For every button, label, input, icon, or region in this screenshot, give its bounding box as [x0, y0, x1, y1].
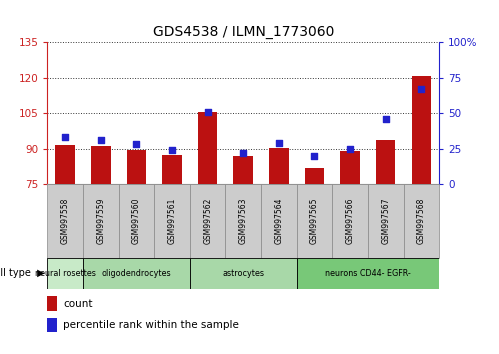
Text: GSM997559: GSM997559 [96, 198, 105, 245]
Bar [297, 184, 332, 258]
Bar [340, 151, 360, 184]
Point [204, 109, 212, 115]
Point [168, 147, 176, 153]
Text: GSM997563: GSM997563 [239, 198, 248, 245]
Text: GSM997561: GSM997561 [168, 198, 177, 245]
Text: neural rosettes: neural rosettes [35, 269, 96, 278]
Text: astrocytes: astrocytes [222, 269, 264, 278]
Bar [47, 184, 83, 258]
Title: GDS4538 / ILMN_1773060: GDS4538 / ILMN_1773060 [153, 25, 334, 39]
Bar [55, 145, 75, 184]
Bar [190, 184, 226, 258]
Bar [226, 184, 261, 258]
Text: GSM997565: GSM997565 [310, 198, 319, 245]
Point [417, 86, 425, 92]
Bar [47, 318, 57, 332]
Bar [368, 184, 404, 258]
Text: cell type  ▶: cell type ▶ [0, 268, 45, 279]
Text: GSM997566: GSM997566 [346, 198, 355, 245]
Text: oligodendrocytes: oligodendrocytes [102, 269, 171, 278]
Bar [47, 296, 57, 311]
Bar [91, 146, 111, 184]
Point [310, 153, 318, 159]
Bar [305, 167, 324, 184]
Point [382, 116, 390, 122]
Point [346, 146, 354, 152]
Bar [269, 148, 288, 184]
Bar [412, 75, 431, 184]
Bar [332, 184, 368, 258]
Bar [404, 184, 439, 258]
Bar [261, 184, 297, 258]
Bar [198, 112, 218, 184]
Text: GSM997558: GSM997558 [61, 198, 70, 245]
Text: GSM997564: GSM997564 [274, 198, 283, 245]
Bar [154, 184, 190, 258]
Point [240, 150, 248, 156]
Text: count: count [63, 299, 93, 309]
Text: GSM997568: GSM997568 [417, 198, 426, 245]
Point [97, 137, 105, 143]
Text: neurons CD44- EGFR-: neurons CD44- EGFR- [325, 269, 411, 278]
Bar [234, 156, 253, 184]
Point [275, 140, 283, 146]
Text: percentile rank within the sample: percentile rank within the sample [63, 320, 239, 330]
Bar [376, 141, 396, 184]
Bar [119, 184, 154, 258]
Bar [83, 184, 119, 258]
Bar [162, 155, 182, 184]
Text: GSM997560: GSM997560 [132, 198, 141, 245]
Point [132, 142, 140, 147]
Bar [190, 258, 297, 289]
Bar [297, 258, 439, 289]
Text: GSM997562: GSM997562 [203, 198, 212, 245]
Bar [127, 150, 146, 184]
Text: GSM997567: GSM997567 [381, 198, 390, 245]
Bar [47, 258, 83, 289]
Point [61, 135, 69, 140]
Bar [83, 258, 190, 289]
